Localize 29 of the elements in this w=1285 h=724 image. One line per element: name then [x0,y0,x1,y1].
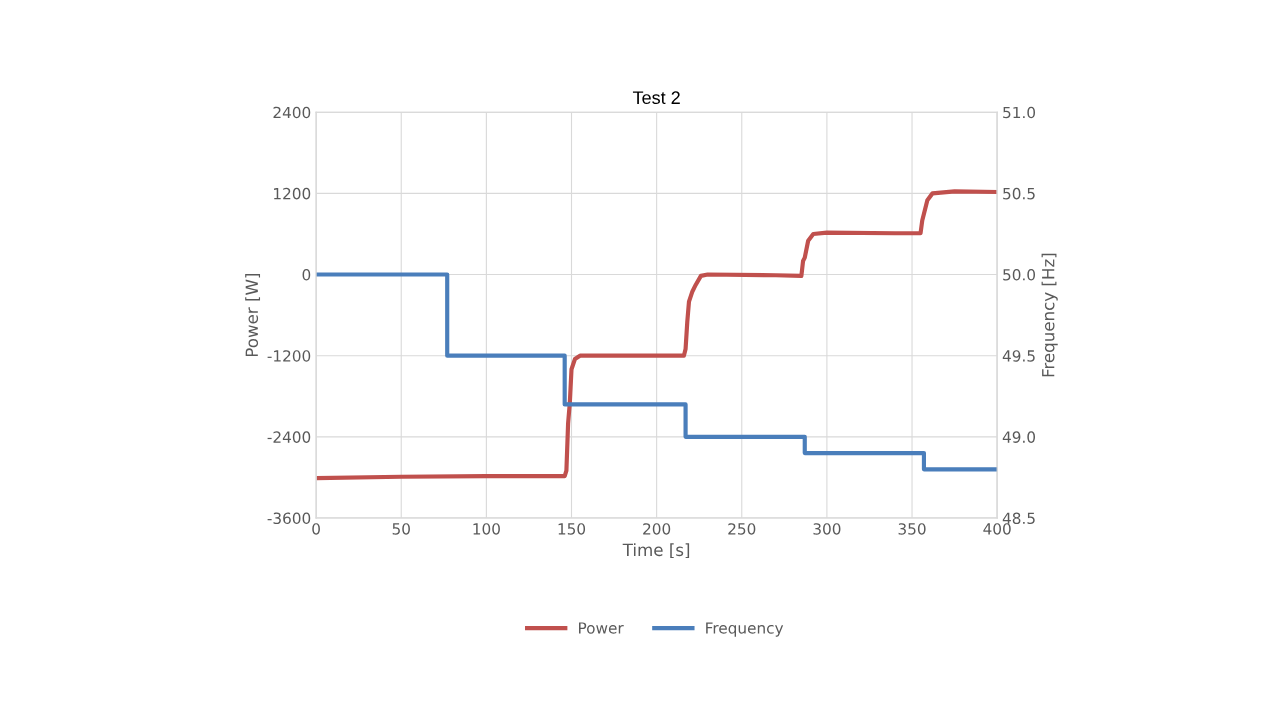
legend-label: Frequency [706,622,784,637]
x-tick-label: 250 [728,523,756,535]
y2-tick-label: 50.5 [1003,187,1035,200]
x-tick-label: 100 [473,523,500,535]
y2-tick-label: 48.5 [1002,512,1035,525]
line-series [316,272,998,472]
y2-tick-label: 51.0 [1003,106,1036,119]
x-tick-label: 0 [312,523,320,535]
y-tick-label: 0 [302,269,311,281]
y2-tick-label: 49.0 [1002,431,1036,443]
y-tick-label: -2400 [267,431,311,443]
x-tick-label: 200 [643,523,671,535]
line-series [316,189,998,481]
x-tick-label: 150 [558,523,586,535]
y2-axis-title: Frequency [Hz] [1041,253,1058,377]
y2-tick-label: 50.0 [1003,269,1036,281]
y-tick-label: 1200 [274,187,311,200]
x-tick-label: 400 [983,523,1011,535]
chart-title: Test 2 [632,91,680,105]
y2-tick-label: 49.5 [1002,350,1035,362]
legend-label: Power [579,622,624,634]
y-tick-label: 2400 [273,106,311,119]
y-tick-label: -1200 [267,350,311,362]
x-tick-label: 350 [898,523,926,535]
y-axis-title: Power [W] [245,273,261,357]
x-tick-label: 50 [392,523,410,535]
x-axis-title: Time [s] [622,543,690,559]
y-tick-label: -3600 [267,512,311,525]
x-tick-label: 300 [813,523,841,535]
